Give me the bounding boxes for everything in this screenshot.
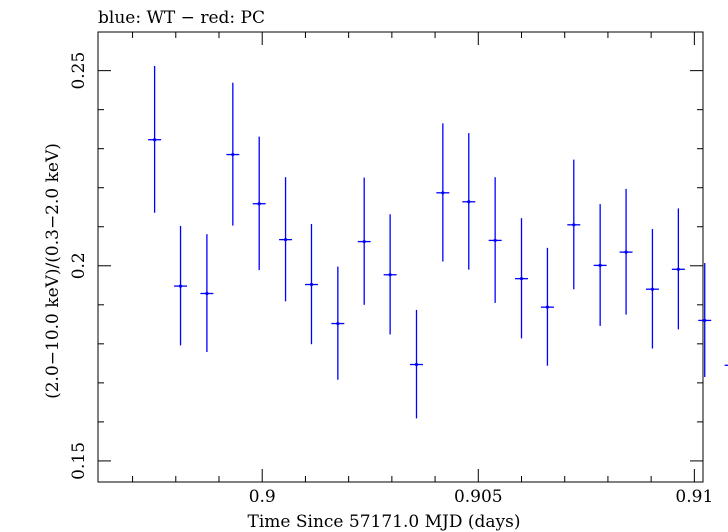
data-marker — [676, 267, 680, 271]
data-marker — [153, 138, 157, 142]
data-marker — [441, 191, 445, 195]
x-tick-label: 0.91 — [675, 487, 713, 507]
data-marker — [178, 284, 183, 288]
x-tick-label: 0.9 — [249, 487, 276, 507]
data-marker — [650, 287, 655, 291]
axis-ticks: 0.9 0.905 0.91 0.15 0.2 0.25 — [69, 32, 713, 507]
data-point — [252, 136, 266, 271]
data-series — [148, 65, 728, 419]
chart-title: blue: WT − red: PC — [98, 8, 265, 28]
data-point — [671, 208, 685, 330]
data-point — [724, 364, 728, 366]
y-tick-label: 0.15 — [69, 442, 89, 480]
data-marker — [572, 223, 576, 227]
axes — [97, 31, 704, 483]
data-point — [436, 123, 450, 262]
data-marker — [388, 273, 392, 277]
y-tick-label: 0.25 — [69, 52, 89, 90]
data-point — [645, 229, 659, 349]
data-marker — [703, 318, 707, 323]
data-marker — [231, 152, 235, 157]
data-point — [462, 133, 476, 270]
data-marker — [283, 238, 288, 242]
x-tick-label: 0.905 — [454, 487, 503, 507]
data-marker — [205, 291, 209, 296]
data-point — [200, 234, 214, 353]
data-point — [226, 82, 240, 226]
plot-frame — [97, 31, 704, 483]
data-point — [619, 188, 633, 315]
data-marker — [414, 362, 419, 367]
data-marker — [309, 282, 314, 287]
data-marker — [257, 202, 261, 206]
data-point — [331, 266, 345, 380]
data-point — [383, 214, 397, 335]
data-point — [279, 177, 293, 302]
data-marker — [336, 321, 340, 326]
data-marker — [519, 277, 524, 281]
data-point — [410, 309, 423, 419]
data-point — [488, 177, 502, 303]
data-marker — [493, 238, 497, 243]
data-marker — [545, 305, 550, 309]
x-axis-label: Time Since 57171.0 MJD (days) — [248, 512, 521, 532]
y-tick-label: 0.2 — [69, 252, 89, 279]
data-marker — [624, 250, 628, 254]
data-point — [304, 224, 318, 345]
data-marker — [467, 200, 471, 204]
data-point — [698, 263, 712, 378]
data-point — [148, 65, 162, 213]
data-point — [593, 204, 607, 326]
data-point — [567, 159, 581, 290]
data-marker — [362, 239, 366, 244]
data-point — [540, 247, 554, 366]
data-point — [515, 218, 528, 339]
data-point — [357, 177, 371, 305]
data-point — [174, 225, 188, 346]
y-axis-label: (2.0−10.0 keV)/(0.3−2.0 keV) — [43, 143, 63, 399]
data-marker — [598, 263, 602, 267]
